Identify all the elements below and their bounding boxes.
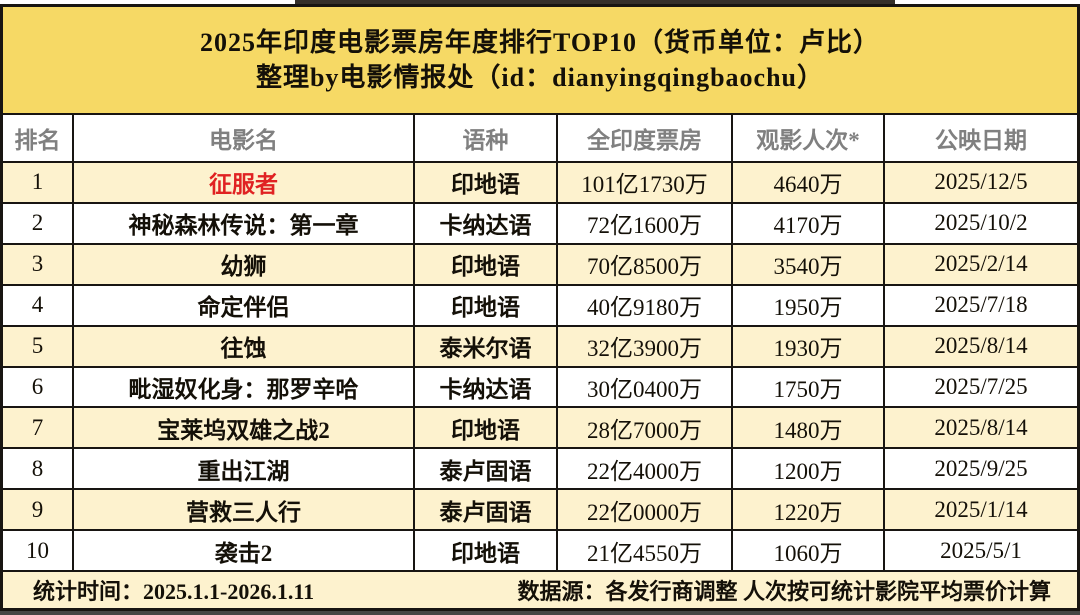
table-title-block: 2025年印度电影票房年度排行TOP10（货币单位：卢比） 整理by电影情报处（… (3, 7, 1077, 115)
table-subtitle: 整理by电影情报处（id：dianyingqingbaochu） (255, 62, 825, 92)
table-row: 1 征服者 印地语 101亿1730万 4640万 2025/12/5 (3, 163, 1077, 204)
release-date-cell: 2025/8/14 (934, 414, 1028, 440)
rank-cell: 2 (3, 203, 74, 243)
rank-cell: 1 (3, 163, 74, 202)
release-date-cell: 2025/1/14 (934, 496, 1028, 522)
ranking-table: 2025年印度电影票房年度排行TOP10（货币单位：卢比） 整理by电影情报处（… (0, 4, 1080, 611)
movie-name-cell: 重出江湖 (74, 449, 415, 489)
language-cell: 卡纳达语 (415, 203, 558, 243)
table-row: 7 宝莱坞双雄之战2 印地语 28亿7000万 1480万 2025/8/14 (3, 408, 1077, 450)
language-cell: 印地语 (415, 163, 558, 202)
movie-name-cell: 毗湿奴化身：那罗辛哈 (74, 367, 415, 407)
table-header-row: 排名 电影名 语种 全印度票房 观影人次* 公映日期 (3, 115, 1077, 163)
movie-name-cell: 袭击2 (74, 531, 415, 571)
movie-name-cell: 往蚀 (74, 326, 415, 366)
admissions-cell: 1200万 (733, 449, 885, 489)
release-date-cell: 2025/12/5 (934, 169, 1028, 195)
table-row: 10 袭击2 印地语 21亿4550万 1060万 2025/5/1 (3, 531, 1077, 573)
column-header-release-date: 公映日期 (935, 128, 1027, 153)
rank-cell: 9 (3, 490, 74, 530)
release-date-cell: 2025/9/25 (934, 455, 1028, 481)
table-body: 1 征服者 印地语 101亿1730万 4640万 2025/12/5 2 神秘… (3, 163, 1077, 573)
admissions-cell: 1060万 (733, 531, 885, 571)
admissions-cell: 1950万 (733, 285, 885, 325)
column-header-movie: 电影名 (74, 115, 415, 161)
table-footer: 统计时间：2025.1.1-2026.1.11 数据源：各发行商调整 人次按可统… (3, 572, 1077, 608)
movie-name-cell: 神秘森林传说：第一章 (74, 203, 415, 243)
column-header-admissions: 观影人次* (733, 115, 885, 161)
admissions-cell: 1480万 (733, 408, 885, 448)
release-date-cell: 2025/8/14 (934, 333, 1028, 359)
admissions-cell: 4170万 (733, 203, 885, 243)
movie-name-cell: 幼狮 (74, 244, 415, 284)
column-header-rank: 排名 (3, 115, 74, 161)
language-cell: 泰卢固语 (415, 449, 558, 489)
movie-name-cell: 征服者 (74, 163, 415, 202)
box-office-cell: 32亿3900万 (558, 326, 733, 366)
admissions-cell: 1750万 (733, 367, 885, 407)
release-date-cell: 2025/2/14 (934, 251, 1028, 277)
box-office-cell: 101亿1730万 (558, 163, 733, 202)
top-partial-border (295, 0, 895, 4)
box-office-cell: 21亿4550万 (558, 531, 733, 571)
table-row: 5 往蚀 泰米尔语 32亿3900万 1930万 2025/8/14 (3, 326, 1077, 368)
release-date-cell: 2025/10/2 (934, 210, 1028, 236)
footer-stat-time: 统计时间：2025.1.1-2026.1.11 (33, 579, 315, 604)
rank-cell: 7 (3, 408, 74, 448)
table-row: 6 毗湿奴化身：那罗辛哈 卡纳达语 30亿0400万 1750万 2025/7/… (3, 367, 1077, 409)
box-office-cell: 22亿4000万 (558, 449, 733, 489)
movie-name-cell: 宝莱坞双雄之战2 (74, 408, 415, 448)
table-row: 9 营救三人行 泰卢固语 22亿0000万 1220万 2025/1/14 (3, 490, 1077, 532)
table-row: 3 幼狮 印地语 70亿8500万 3540万 2025/2/14 (3, 244, 1077, 286)
column-header-language: 语种 (415, 115, 558, 161)
box-office-cell: 30亿0400万 (558, 367, 733, 407)
table-row: 2 神秘森林传说：第一章 卡纳达语 72亿1600万 4170万 2025/10… (3, 203, 1077, 245)
rank-cell: 3 (3, 244, 74, 284)
table-row: 8 重出江湖 泰卢固语 22亿4000万 1200万 2025/9/25 (3, 449, 1077, 491)
movie-name-cell: 营救三人行 (74, 490, 415, 530)
language-cell: 印地语 (415, 531, 558, 571)
table-row: 4 命定伴侣 印地语 40亿9180万 1950万 2025/7/18 (3, 285, 1077, 327)
box-office-cell: 40亿9180万 (558, 285, 733, 325)
footer-data-source: 数据源：各发行商调整 人次按可统计影院平均票价计算 (517, 579, 1051, 604)
language-cell: 泰卢固语 (415, 490, 558, 530)
rank-cell: 8 (3, 449, 74, 489)
admissions-cell: 3540万 (733, 244, 885, 284)
rank-cell: 10 (3, 531, 74, 571)
box-office-cell: 22亿0000万 (558, 490, 733, 530)
box-office-cell: 70亿8500万 (558, 244, 733, 284)
language-cell: 印地语 (415, 285, 558, 325)
table-title: 2025年印度电影票房年度排行TOP10（货币单位：卢比） (200, 27, 880, 57)
box-office-cell: 28亿7000万 (558, 408, 733, 448)
box-office-cell: 72亿1600万 (558, 203, 733, 243)
release-date-cell: 2025/7/25 (934, 373, 1028, 399)
movie-name-cell: 命定伴侣 (74, 285, 415, 325)
rank-cell: 5 (3, 326, 74, 366)
rank-cell: 6 (3, 367, 74, 407)
admissions-cell: 4640万 (733, 163, 885, 202)
admissions-cell: 1930万 (733, 326, 885, 366)
release-date-cell: 2025/7/18 (934, 292, 1028, 318)
release-date-cell: 2025/5/1 (940, 537, 1022, 563)
language-cell: 卡纳达语 (415, 367, 558, 407)
bottom-edge-strip (0, 611, 1080, 615)
language-cell: 印地语 (415, 244, 558, 284)
language-cell: 印地语 (415, 408, 558, 448)
rank-cell: 4 (3, 285, 74, 325)
column-header-box-office: 全印度票房 (558, 115, 733, 161)
language-cell: 泰米尔语 (415, 326, 558, 366)
admissions-cell: 1220万 (733, 490, 885, 530)
